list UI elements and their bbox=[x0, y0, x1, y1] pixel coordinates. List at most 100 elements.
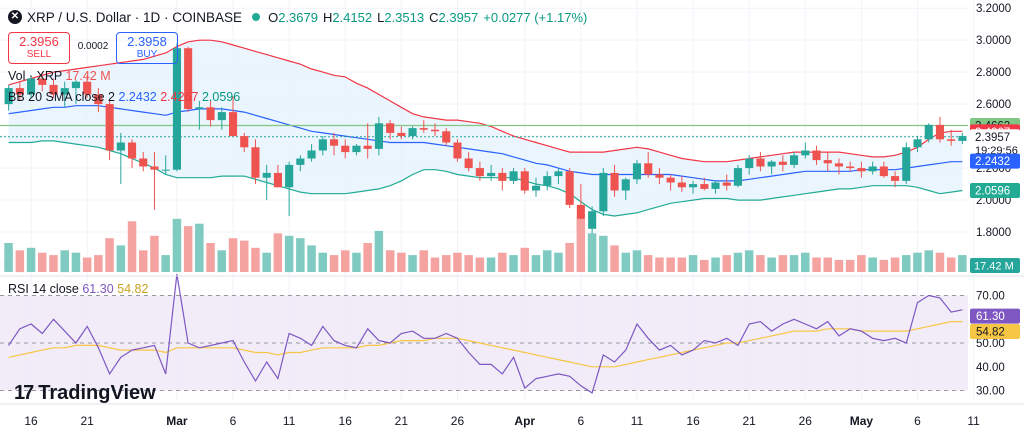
volume-bar bbox=[60, 250, 69, 273]
candle-body bbox=[722, 182, 731, 186]
rsi-legend[interactable]: RSI 14 close 61.30 54.82 bbox=[8, 282, 148, 296]
volume-bar bbox=[767, 257, 776, 272]
volume-bar bbox=[902, 255, 911, 272]
volume-bar bbox=[139, 250, 148, 273]
candle-body bbox=[778, 161, 787, 165]
bb-legend[interactable]: BB 20 SMA close 2 2.2432 2.4267 2.0596 bbox=[8, 90, 240, 104]
volume-bar bbox=[733, 252, 743, 272]
volume-bar bbox=[711, 257, 720, 272]
volume-bar bbox=[397, 252, 406, 272]
candle-body bbox=[868, 166, 877, 172]
tradingview-wordmark: TradingView bbox=[38, 382, 156, 404]
volume-bar bbox=[801, 252, 810, 272]
candle-body bbox=[318, 139, 327, 151]
candle-body bbox=[240, 136, 249, 148]
candle-body bbox=[386, 123, 395, 133]
candle-body bbox=[60, 88, 69, 95]
candle-body bbox=[341, 145, 350, 153]
candle-body bbox=[498, 172, 507, 181]
buy-price: 2.3958 bbox=[127, 34, 167, 49]
candle-body bbox=[4, 88, 13, 105]
time-axis-tick: 21 bbox=[395, 414, 409, 428]
volume-bar bbox=[632, 250, 642, 273]
volume-bar bbox=[890, 257, 900, 272]
volume-bar bbox=[150, 235, 159, 273]
symbol-header[interactable]: ✕ XRP / U.S. Dollar · 1D · COINBASE O 2.3… bbox=[8, 6, 592, 28]
volume-bar bbox=[4, 243, 13, 272]
candle-body bbox=[475, 168, 484, 177]
volume-legend[interactable]: Vol · XRP 17.42 M bbox=[8, 69, 111, 83]
candle-body bbox=[442, 131, 451, 143]
candle-body bbox=[71, 81, 80, 89]
volume-bar bbox=[419, 250, 428, 273]
price-badge-label: 2.2432 bbox=[975, 156, 1010, 168]
volume-bar bbox=[453, 252, 462, 272]
candle-body bbox=[520, 171, 529, 191]
xrp-logo-icon: ✕ bbox=[8, 10, 22, 24]
candle-body bbox=[363, 145, 372, 149]
candle-body bbox=[801, 150, 810, 156]
high-label: H bbox=[322, 9, 333, 25]
rsi-badge-label: 61.30 bbox=[976, 311, 1005, 323]
volume-bar bbox=[666, 257, 675, 272]
candle-body bbox=[543, 176, 552, 186]
candle-body bbox=[677, 182, 686, 188]
volume-bar bbox=[127, 221, 137, 273]
candle-body bbox=[374, 123, 383, 149]
axes: 3.20003.00002.80002.60002.40002.20002.00… bbox=[0, 3, 1024, 428]
buy-button[interactable]: 2.3958 BUY bbox=[116, 32, 178, 64]
volume-bar bbox=[924, 250, 933, 273]
time-axis-tick: 6 bbox=[914, 414, 921, 428]
price-badge-label: 2.3957 bbox=[975, 132, 1010, 144]
volume-bar bbox=[183, 226, 193, 272]
volume-bar bbox=[430, 257, 440, 272]
rsi-line bbox=[8, 274, 963, 394]
volume-bar bbox=[105, 238, 114, 272]
candle-body bbox=[621, 179, 630, 191]
candle-body bbox=[195, 107, 204, 109]
candle-body bbox=[823, 160, 832, 164]
price-axis-tick: 3.2000 bbox=[976, 3, 1011, 15]
candle-body bbox=[554, 171, 563, 177]
candle-body bbox=[296, 158, 305, 165]
volume-bar bbox=[217, 250, 226, 273]
sell-label: SELL bbox=[26, 49, 52, 60]
candle-body bbox=[576, 204, 585, 229]
volume-bar bbox=[576, 218, 586, 272]
rsi-badge bbox=[970, 324, 1020, 340]
bollinger-band-fill bbox=[8, 40, 963, 217]
sell-button[interactable]: 2.3956 SELL bbox=[8, 32, 70, 64]
volume-bar bbox=[599, 235, 608, 273]
volume-bar bbox=[722, 255, 731, 272]
candle-body bbox=[532, 185, 541, 191]
volume-badge-label: 17.42 M bbox=[974, 261, 1014, 273]
volume-bar bbox=[543, 250, 552, 273]
candle-body bbox=[610, 172, 619, 191]
tradingview-logo[interactable]: 17 TradingView bbox=[14, 382, 156, 405]
candle-body bbox=[711, 182, 720, 189]
candle-body bbox=[49, 84, 58, 95]
candle-body bbox=[812, 150, 821, 161]
candle-body bbox=[397, 132, 406, 137]
volume-bar bbox=[284, 235, 294, 273]
close-value: 2.3957 bbox=[438, 9, 479, 25]
bb-basis-line bbox=[8, 105, 963, 182]
open-label: O bbox=[268, 9, 279, 25]
candle-body bbox=[756, 158, 765, 167]
volume-bar bbox=[296, 238, 305, 272]
candle-body bbox=[105, 104, 114, 151]
volume-bar bbox=[329, 255, 339, 272]
volume-bar bbox=[49, 255, 58, 272]
volume-bar bbox=[318, 252, 327, 272]
candle-body bbox=[834, 163, 843, 167]
volume-legend-value: 17.42 M bbox=[65, 69, 111, 83]
candle-body bbox=[958, 136, 967, 141]
time-axis-tick: 11 bbox=[283, 414, 296, 428]
rsi-badge bbox=[970, 308, 1020, 324]
candle-body bbox=[116, 142, 125, 151]
candle-body bbox=[935, 124, 944, 140]
rsi-axis-tick: 40.00 bbox=[976, 362, 1005, 374]
volume-bar bbox=[38, 252, 47, 272]
candle-body bbox=[924, 124, 933, 140]
